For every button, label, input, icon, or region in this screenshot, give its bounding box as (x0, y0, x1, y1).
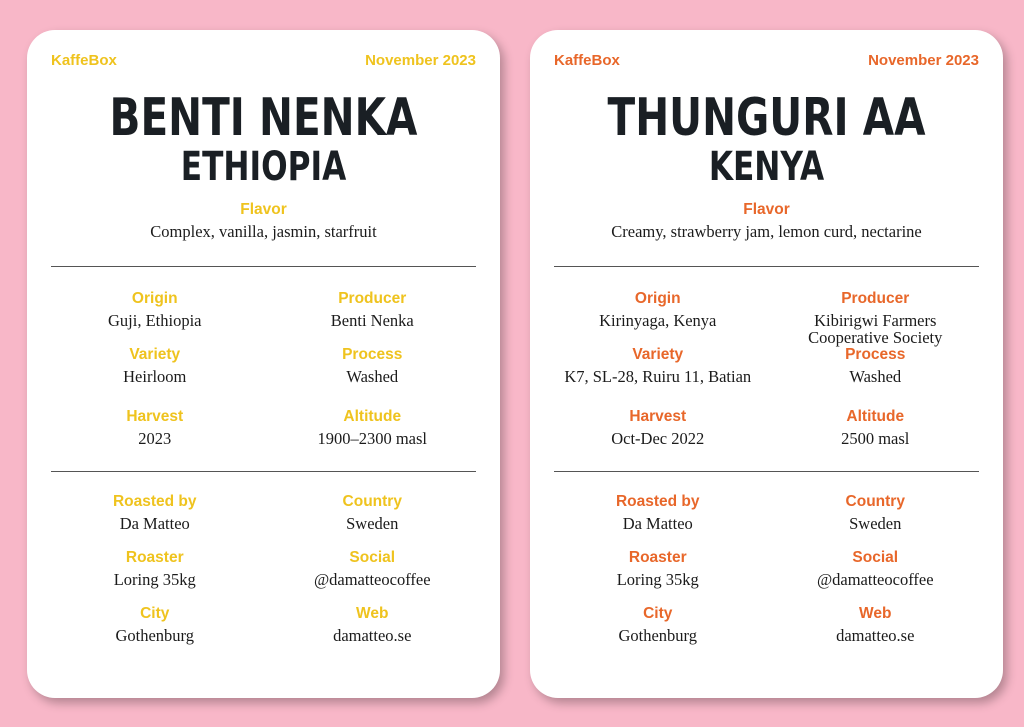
web-value: damatteo.se (836, 626, 915, 645)
card-header: KaffeBox November 2023 (51, 52, 476, 70)
roasted-by-label: Roasted by (112, 493, 197, 510)
country-heading: ETHIOPIA (180, 144, 347, 190)
flavor-label: Flavor (743, 201, 790, 218)
social-label: Social (349, 549, 396, 566)
roaster-value: Loring 35kg (113, 570, 196, 589)
origin-value: Guji, Ethiopia (108, 311, 202, 330)
coffee-card-benti-nenka: KaffeBox November 2023 BENTI NENKA ETHIO… (27, 30, 500, 698)
social-label: Social (852, 549, 899, 566)
roasted-by-value: Da Matteo (119, 514, 190, 533)
social-value: @damatteocoffee (816, 570, 934, 589)
producer-value-line2: Cooperative Society (808, 328, 943, 347)
producer-value-line1: Kibirigwi Farmers (814, 311, 937, 330)
country-value: Sweden (849, 514, 902, 533)
country-label: Country (845, 493, 905, 510)
altitude-label: Altitude (343, 408, 402, 425)
coffee-name: BENTI NENKA (109, 88, 418, 148)
social-value: @damatteocoffee (313, 570, 431, 589)
country-label: Country (342, 493, 402, 510)
web-label: Web (356, 605, 389, 622)
process-label: Process (342, 346, 403, 363)
coffee-card-thunguri-aa: KaffeBox November 2023 THUNGURI AA KENYA… (530, 30, 1003, 698)
variety-value: Heirloom (123, 367, 187, 386)
country-heading: KENYA (708, 144, 825, 190)
divider (554, 471, 979, 472)
producer-value: Kibirigwi Farmers Cooperative Society (772, 312, 980, 346)
harvest-value: 2023 (138, 429, 172, 448)
details-grid: Origin Kirinyaga, Kenya Producer Kibirig… (554, 290, 979, 447)
web-value: damatteo.se (333, 626, 412, 645)
origin-value: Kirinyaga, Kenya (599, 311, 717, 330)
altitude-label: Altitude (846, 408, 905, 425)
variety-value: K7, SL-28, Ruiru 11, Batian (564, 367, 752, 386)
roaster-grid: Roasted by Da Matteo Country Sweden Roas… (51, 493, 476, 644)
altitude-value: 1900–2300 masl (317, 429, 428, 448)
process-value: Washed (849, 367, 902, 386)
roasted-by-label: Roasted by (615, 493, 700, 510)
card-header: KaffeBox November 2023 (554, 52, 979, 70)
altitude-value: 2500 masl (841, 429, 910, 448)
producer-label: Producer (841, 290, 910, 307)
producer-label: Producer (338, 290, 407, 307)
process-value: Washed (346, 367, 399, 386)
harvest-label: Harvest (126, 408, 184, 425)
city-value: Gothenburg (618, 626, 698, 645)
roaster-value: Loring 35kg (616, 570, 699, 589)
variety-label: Variety (129, 346, 181, 363)
date-label: November 2023 (365, 52, 476, 69)
city-label: City (140, 605, 170, 622)
brand-label: KaffeBox (554, 52, 620, 69)
date-label: November 2023 (868, 52, 979, 69)
harvest-label: Harvest (629, 408, 687, 425)
origin-label: Origin (131, 290, 178, 307)
flavor-value: Creamy, strawberry jam, lemon curd, nect… (611, 222, 922, 241)
roasted-by-value: Da Matteo (622, 514, 693, 533)
origin-label: Origin (634, 290, 681, 307)
details-grid: Origin Guji, Ethiopia Producer Benti Nen… (51, 290, 476, 447)
country-value: Sweden (346, 514, 399, 533)
divider (554, 266, 979, 267)
city-value: Gothenburg (115, 626, 195, 645)
city-label: City (643, 605, 673, 622)
process-label: Process (845, 346, 906, 363)
divider (51, 266, 476, 267)
roaster-label: Roaster (628, 549, 687, 566)
flavor-value: Complex, vanilla, jasmin, starfruit (150, 222, 377, 241)
variety-label: Variety (632, 346, 684, 363)
roaster-grid: Roasted by Da Matteo Country Sweden Roas… (554, 493, 979, 644)
producer-value: Benti Nenka (330, 311, 414, 330)
flavor-label: Flavor (240, 201, 287, 218)
web-label: Web (859, 605, 892, 622)
coffee-name: THUNGURI AA (607, 88, 926, 148)
roaster-label: Roaster (125, 549, 184, 566)
divider (51, 471, 476, 472)
harvest-value: Oct-Dec 2022 (611, 429, 705, 448)
brand-label: KaffeBox (51, 52, 117, 69)
